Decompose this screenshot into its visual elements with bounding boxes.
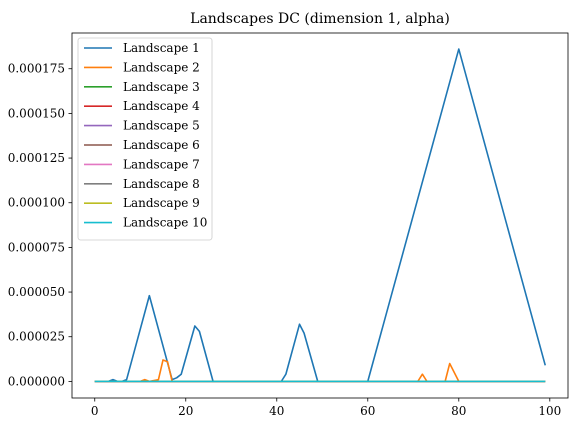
x-tick-label: 80	[451, 404, 466, 418]
y-tick-label: 0.000150	[8, 106, 65, 120]
x-tick-label: 60	[360, 404, 375, 418]
legend-label-landscape-2: Landscape 2	[123, 60, 200, 74]
legend-label-landscape-7: Landscape 7	[123, 157, 200, 171]
x-axis: 0 20 40 60 80 100	[91, 398, 561, 418]
legend-label-landscape-5: Landscape 5	[123, 119, 200, 133]
legend-label-landscape-8: Landscape 8	[123, 177, 200, 191]
x-tick-label: 100	[538, 404, 561, 418]
legend-label-landscape-6: Landscape 6	[123, 138, 200, 152]
legend-label-landscape-10: Landscape 10	[123, 216, 207, 230]
y-tick-label: 0.000050	[8, 285, 65, 299]
x-tick-label: 20	[178, 404, 193, 418]
legend-label-landscape-4: Landscape 4	[123, 99, 200, 113]
legend-box	[77, 37, 213, 241]
legend-label-landscape-9: Landscape 9	[123, 196, 200, 210]
y-tick-label: 0.000125	[8, 151, 65, 165]
series-layer	[94, 48, 547, 383]
y-tick-label: 0.000025	[8, 330, 65, 344]
y-tick-label: 0.000175	[8, 62, 65, 76]
y-tick-label: 0.000000	[8, 374, 65, 388]
chart-title: Landscapes DC (dimension 1, alpha)	[190, 11, 450, 27]
y-axis: 0.000000 0.000025 0.000050 0.000075 0.000100…	[8, 62, 72, 388]
plot-area	[71, 32, 569, 399]
legend: Landscape 1 Landscape 2 Landscape 3 Landsca…	[77, 37, 213, 241]
x-tick-label: 0	[91, 404, 99, 418]
legend-label-landscape-3: Landscape 3	[123, 80, 200, 94]
x-tick-label: 40	[269, 404, 284, 418]
plot-frame	[71, 32, 569, 399]
legend-label-landscape-1: Landscape 1	[123, 41, 200, 55]
y-tick-label: 0.000100	[8, 196, 65, 210]
y-tick-label: 0.000075	[8, 240, 65, 254]
